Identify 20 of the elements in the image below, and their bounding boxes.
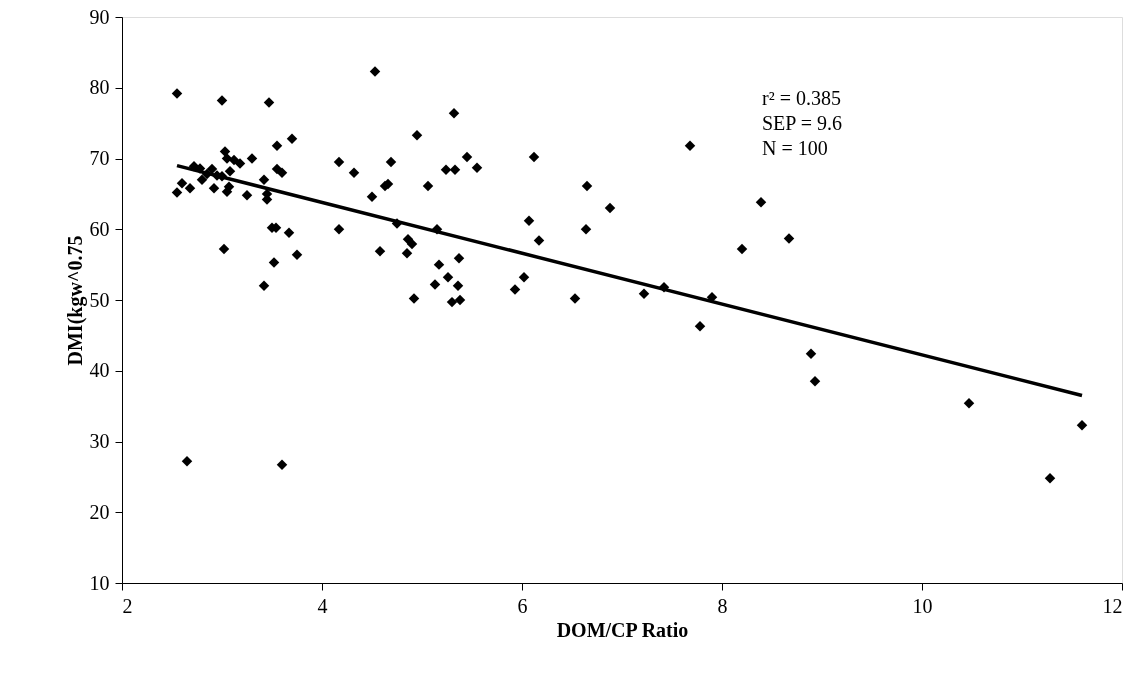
y-tick-label: 70 xyxy=(89,147,110,169)
x-tick-label: 12 xyxy=(1102,594,1123,617)
y-tick-label: 40 xyxy=(89,359,110,382)
x-tick-label: 10 xyxy=(912,594,933,617)
y-tick-label: 60 xyxy=(89,217,110,240)
x-axis-title: DOM/CP Ratio xyxy=(556,618,689,641)
y-axis-title: DMI(kgw^0.75 xyxy=(63,235,87,366)
y-tick-label: 50 xyxy=(89,288,110,311)
annotation: SEP = 9.6 xyxy=(762,112,842,134)
y-tick-label: 80 xyxy=(89,76,110,99)
annotation: N = 100 xyxy=(762,137,828,159)
x-tick-label: 6 xyxy=(517,594,528,617)
annotation: r² = 0.385 xyxy=(762,87,841,109)
x-tick-label: 4 xyxy=(317,594,328,617)
y-tick-label: 30 xyxy=(89,430,110,452)
y-tick-label: 10 xyxy=(89,571,110,594)
x-tick-label: 8 xyxy=(717,594,728,617)
x-tick-label: 2 xyxy=(122,594,133,617)
y-tick-label: 20 xyxy=(89,500,110,523)
y-tick-label: 90 xyxy=(89,5,110,28)
